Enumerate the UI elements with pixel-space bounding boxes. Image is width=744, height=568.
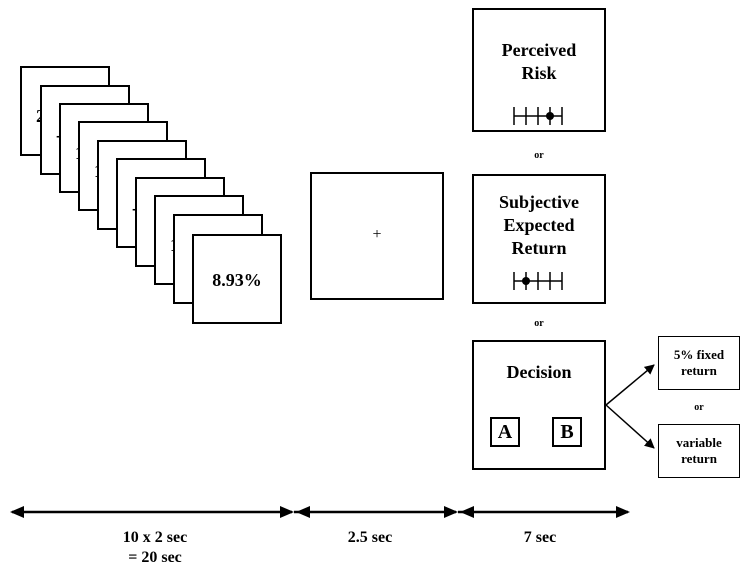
panel-title-line2: Expected [503, 215, 575, 235]
return-rating-scale [513, 272, 563, 290]
risk-rating-scale [513, 107, 563, 125]
option-a-box: A [490, 417, 520, 447]
perceived-risk-panel: Perceived Risk [472, 8, 606, 132]
branch-arrow-fixed [605, 364, 655, 406]
fixed-return-line1: 5% fixed [673, 347, 725, 362]
scale-marker [522, 277, 530, 285]
panel-title-line2: Risk [521, 63, 557, 83]
timeline-arrows [10, 506, 630, 518]
phase1-duration: 10 x 2 sec = 20 sec [100, 528, 210, 568]
outcome-or-label: or [694, 402, 704, 413]
option-b-box: B [552, 417, 582, 447]
fixation-cross: + [372, 226, 382, 243]
scale-marker [546, 112, 554, 120]
panel-title-line1: Subjective [499, 192, 579, 212]
variable-return-line2: return [681, 451, 717, 466]
decision-title: Decision [506, 362, 572, 382]
fixed-return-label: 5% fixed return [674, 347, 724, 379]
or-label: or [534, 318, 544, 329]
stimulus-card-final: 8.93% [192, 234, 282, 324]
panel-title-line1: Perceived [501, 40, 577, 60]
fixation-screen: + [310, 172, 444, 300]
variable-return-label: variable return [676, 435, 722, 467]
fixed-return-box: 5% fixed return [658, 336, 740, 390]
branch-arrow-variable [605, 404, 655, 449]
phase3-duration: 7 sec [523, 529, 557, 546]
phase1-line1: 10 x 2 sec [122, 529, 188, 546]
variable-return-box: variable return [658, 424, 740, 478]
variable-return-line1: variable [676, 435, 722, 450]
decision-panel: Decision A B [472, 340, 606, 470]
return-value: 8.93% [212, 270, 262, 290]
expected-return-panel: Subjective Expected Return [472, 174, 606, 304]
phase1-line2: = 20 sec [128, 549, 182, 566]
panel-title-line3: Return [511, 238, 567, 258]
or-label: or [534, 150, 544, 161]
phase2-duration: 2.5 sec [347, 529, 393, 546]
fixed-return-line2: return [681, 363, 717, 378]
